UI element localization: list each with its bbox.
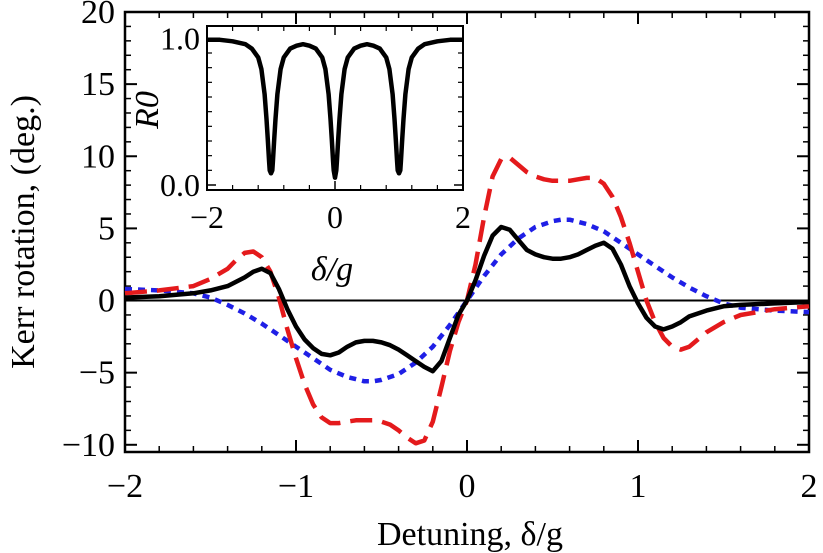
inset-x-axis-label: δ/g (311, 251, 353, 288)
inset-x-tick-label: −2 (190, 199, 224, 235)
series-line-solid (124, 224, 810, 374)
inset-series (207, 37, 463, 180)
inset-x-tick-label: 0 (327, 199, 343, 235)
x-axis-label: Detuning, δ/g (377, 516, 563, 553)
y-tick-label: 10 (81, 138, 115, 175)
x-tick-label: 0 (459, 468, 476, 505)
series-line-dashed (124, 155, 810, 446)
inset-y-axis-label: R0 (129, 91, 166, 130)
y-tick-label: 5 (98, 210, 115, 247)
y-tick-label: −10 (62, 427, 115, 464)
main-series (124, 155, 810, 446)
y-tick-label: 20 (81, 0, 115, 31)
y-tick-label: 0 (98, 283, 115, 320)
y-tick-label: −5 (79, 355, 115, 392)
y-axis-label: Kerr rotation, (deg.) (5, 95, 42, 369)
inset-tick-labels: −2 0 2 0.0 1.0 (160, 20, 471, 235)
x-tick-label: −1 (278, 468, 314, 505)
x-tick-label: −2 (107, 468, 143, 505)
inset-y-tick-label: 0.0 (160, 167, 200, 203)
inset-ticks (206, 26, 464, 190)
inset-x-tick-label: 2 (455, 199, 471, 235)
y-tick-label: 15 (81, 66, 115, 103)
inset-series-line (207, 37, 463, 180)
x-tick-label: 2 (801, 468, 818, 505)
inset-y-tick-label: 1.0 (160, 20, 200, 56)
x-tick-label: 1 (630, 468, 647, 505)
inset-plot: −2 0 2 0.0 1.0 δ/g R0 (129, 20, 471, 288)
main-ticks (124, 11, 810, 452)
